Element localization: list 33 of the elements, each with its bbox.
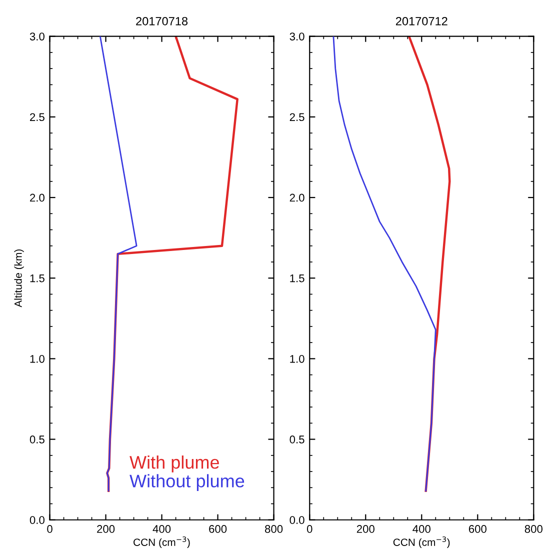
chart-title: 20170712 [396, 16, 448, 26]
x-tick-label: 0 [47, 525, 52, 533]
x-tick-label: 200 [356, 525, 374, 533]
series-label: With plume [130, 456, 219, 472]
y-tick-label: 1.5 [290, 274, 304, 282]
x-tick-label: 600 [209, 525, 227, 533]
y-tick-label: 3.0 [290, 32, 304, 40]
series-label: Without plume [130, 474, 244, 491]
y-tick-label: 0.5 [30, 436, 44, 444]
y-tick-label: 1.0 [290, 354, 304, 363]
y-axis-title: Altitude (km) [14, 250, 24, 308]
y-tick-label: 0.0 [290, 516, 304, 524]
x-tick-label: 400 [412, 525, 430, 533]
x-tick-label: 200 [97, 525, 115, 533]
chart-title: 20170718 [136, 16, 188, 26]
x-axis-title: CCN (cm$^{−3}$) [393, 536, 450, 548]
x-tick-label: 800 [265, 525, 283, 533]
line-series [332, 36, 436, 492]
y-tick-label: 2.5 [290, 113, 304, 122]
y-tick-label: 2.0 [30, 194, 44, 202]
y-tick-label: 1.5 [30, 274, 44, 282]
y-tick-label: 2.0 [290, 194, 304, 202]
line-series [408, 36, 451, 492]
x-tick-label: 0 [306, 525, 312, 533]
y-tick-label: 2.5 [30, 113, 44, 122]
y-tick-label: 3.0 [30, 32, 44, 40]
x-axis-title: CCN (cm$^{−3}$) [134, 536, 190, 548]
x-tick-label: 400 [152, 525, 171, 533]
x-tick-label: 800 [524, 525, 542, 533]
y-tick-label: 0.0 [30, 516, 44, 524]
x-tick-label: 600 [468, 525, 486, 533]
y-tick-label: 1.0 [30, 354, 44, 363]
y-tick-label: 0.5 [290, 436, 304, 444]
